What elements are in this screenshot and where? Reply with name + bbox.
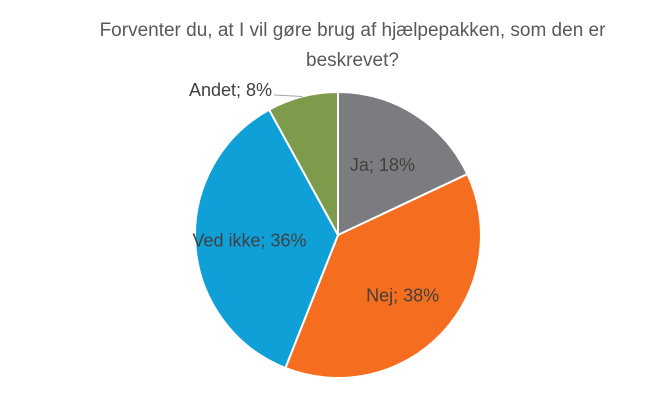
pie-slice-ved-ikke [194, 108, 340, 370]
pie-slice-ja [337, 90, 469, 237]
pie-label-andet: Andet; 8% [189, 80, 272, 100]
pie-label-ved-ikke: Ved ikke; 36% [192, 231, 306, 251]
pie-label-ja: Ja; 18% [350, 155, 415, 175]
pie-leader-line-andet [273, 94, 303, 97]
pie-label-nej: Nej; 38% [366, 286, 439, 306]
pie-slice-nej [284, 172, 482, 379]
chart-title: Forventer du, at I vil gøre brug af hjæl… [99, 20, 606, 71]
